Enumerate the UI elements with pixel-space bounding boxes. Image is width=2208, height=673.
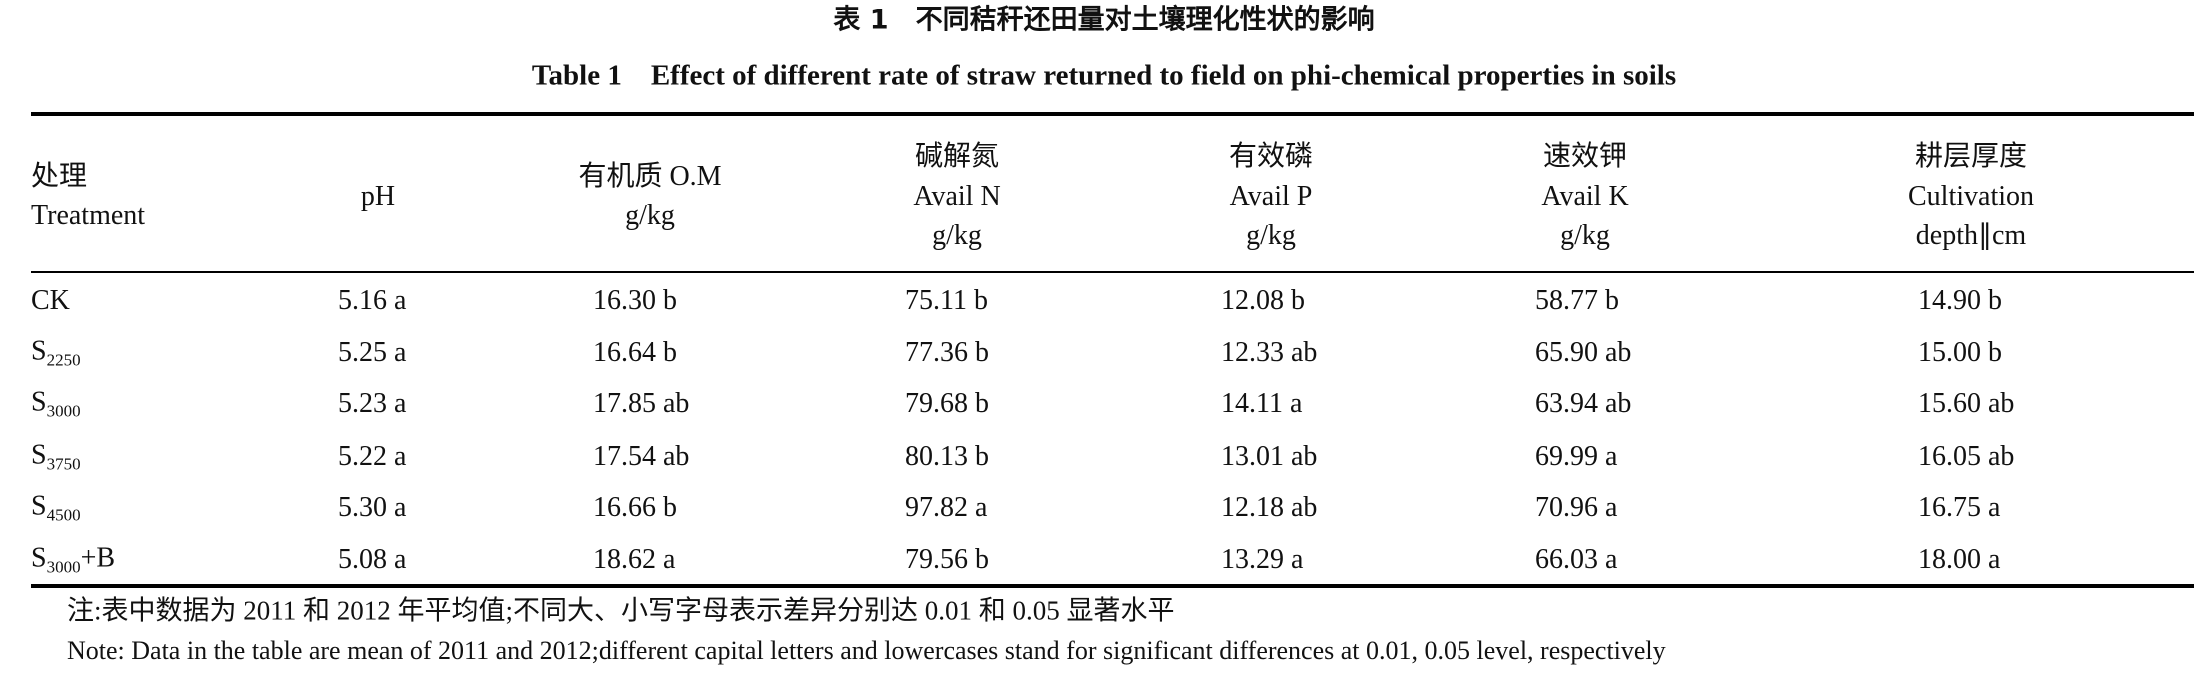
value-cell: 5.16 a (338, 285, 407, 316)
caption-zh: 表 1 不同秸秆还田量对土壤理化性状的影响 (833, 4, 1375, 36)
header-cell: 碱解氮 (914, 141, 1000, 172)
treatment-cell: S2250 (31, 335, 81, 370)
value-cell: 18.62 a (593, 544, 676, 575)
header-cell: Avail N (913, 181, 1001, 212)
value-cell: 79.56 b (905, 544, 989, 575)
value-cell: 97.82 a (905, 492, 988, 523)
value-cell: 17.54 ab (593, 441, 690, 472)
header-cell: pH (360, 181, 396, 212)
value-cell: 17.85 ab (593, 388, 690, 419)
header-cell: Treatment (31, 200, 146, 231)
value-cell: 12.08 b (1221, 285, 1305, 316)
value-cell: 16.75 a (1918, 492, 2001, 523)
note-zh: 注:表中数据为 2011 和 2012 年平均值;不同大、小写字母表示差异分别达… (67, 595, 1175, 626)
treatment-base: CK (31, 285, 70, 316)
note-en: Note: Data in the table are mean of 2011… (67, 636, 1666, 665)
header-cell: 有效磷 (1228, 141, 1314, 172)
value-cell: 16.05 ab (1918, 441, 2015, 472)
caption-en: Table 1 Effect of different rate of stra… (531, 59, 1677, 92)
header-cell: 处理 (31, 161, 88, 192)
treatment-subscript: 3000 (46, 401, 81, 421)
value-cell: 5.22 a (338, 441, 407, 472)
treatment-base: S (31, 542, 47, 574)
header-cell: g/kg (625, 200, 675, 231)
treatment-subscript: 3750 (46, 454, 81, 474)
treatment-subscript: 2250 (46, 350, 81, 370)
value-cell: 75.11 b (905, 285, 988, 316)
value-cell: 66.03 a (1535, 544, 1618, 575)
value-cell: 5.08 a (338, 544, 407, 575)
header-cell: 有机质 O.M (578, 161, 722, 192)
header-cell: Cultivation (1908, 181, 2034, 212)
value-cell: 15.60 ab (1918, 388, 2015, 419)
header-cell: g/kg (1560, 220, 1610, 251)
bottom-rule (31, 584, 2194, 588)
value-cell: 18.00 a (1918, 544, 2001, 575)
value-cell: 15.00 b (1918, 337, 2002, 368)
top-rule (31, 112, 2194, 116)
value-cell: 77.36 b (905, 337, 989, 368)
value-cell: 58.77 b (1535, 285, 1619, 316)
value-cell: 16.64 b (593, 337, 677, 368)
header-cell: Avail K (1541, 181, 1629, 212)
treatment-base: S (31, 490, 47, 522)
value-cell: 5.25 a (338, 337, 407, 368)
value-cell: 13.01 ab (1221, 441, 1318, 472)
value-cell: 14.90 b (1918, 285, 2002, 316)
value-cell: 65.90 ab (1535, 337, 1632, 368)
value-cell: 63.94 ab (1535, 388, 1632, 419)
value-cell: 13.29 a (1221, 544, 1304, 575)
header-rule (31, 271, 2194, 273)
value-cell: 70.96 a (1535, 492, 1618, 523)
treatment-base: S (31, 335, 47, 367)
header-cell: g/kg (932, 220, 982, 251)
treatment-cell: S3000+B (31, 542, 116, 577)
value-cell: 12.18 ab (1221, 492, 1318, 523)
value-cell: 80.13 b (905, 441, 989, 472)
value-cell: 12.33 ab (1221, 337, 1318, 368)
header-cell: g/kg (1246, 220, 1296, 251)
treatment-subscript: 4500 (46, 505, 81, 525)
value-cell: 16.30 b (593, 285, 677, 316)
value-cell: 5.30 a (338, 492, 407, 523)
value-cell: 79.68 b (905, 388, 989, 419)
value-cell: 69.99 a (1535, 441, 1618, 472)
treatment-base: S (31, 439, 47, 471)
value-cell: 16.66 b (593, 492, 677, 523)
header-cell: depth∥cm (1915, 220, 2027, 251)
treatment-cell: CK (31, 287, 70, 315)
treatment-cell: S3750 (31, 439, 81, 474)
header-cell: Avail P (1229, 181, 1313, 212)
treatment-base: S (31, 386, 47, 418)
value-cell: 5.23 a (338, 388, 407, 419)
treatment-cell: S4500 (31, 490, 81, 525)
treatment-subscript: 3000 (46, 557, 81, 577)
value-cell: 14.11 a (1221, 388, 1303, 419)
header-cell: 耕层厚度 (1914, 141, 2028, 172)
header-cell: 速效钾 (1542, 141, 1628, 172)
treatment-suffix: +B (80, 542, 116, 574)
treatment-cell: S3000 (31, 386, 81, 421)
